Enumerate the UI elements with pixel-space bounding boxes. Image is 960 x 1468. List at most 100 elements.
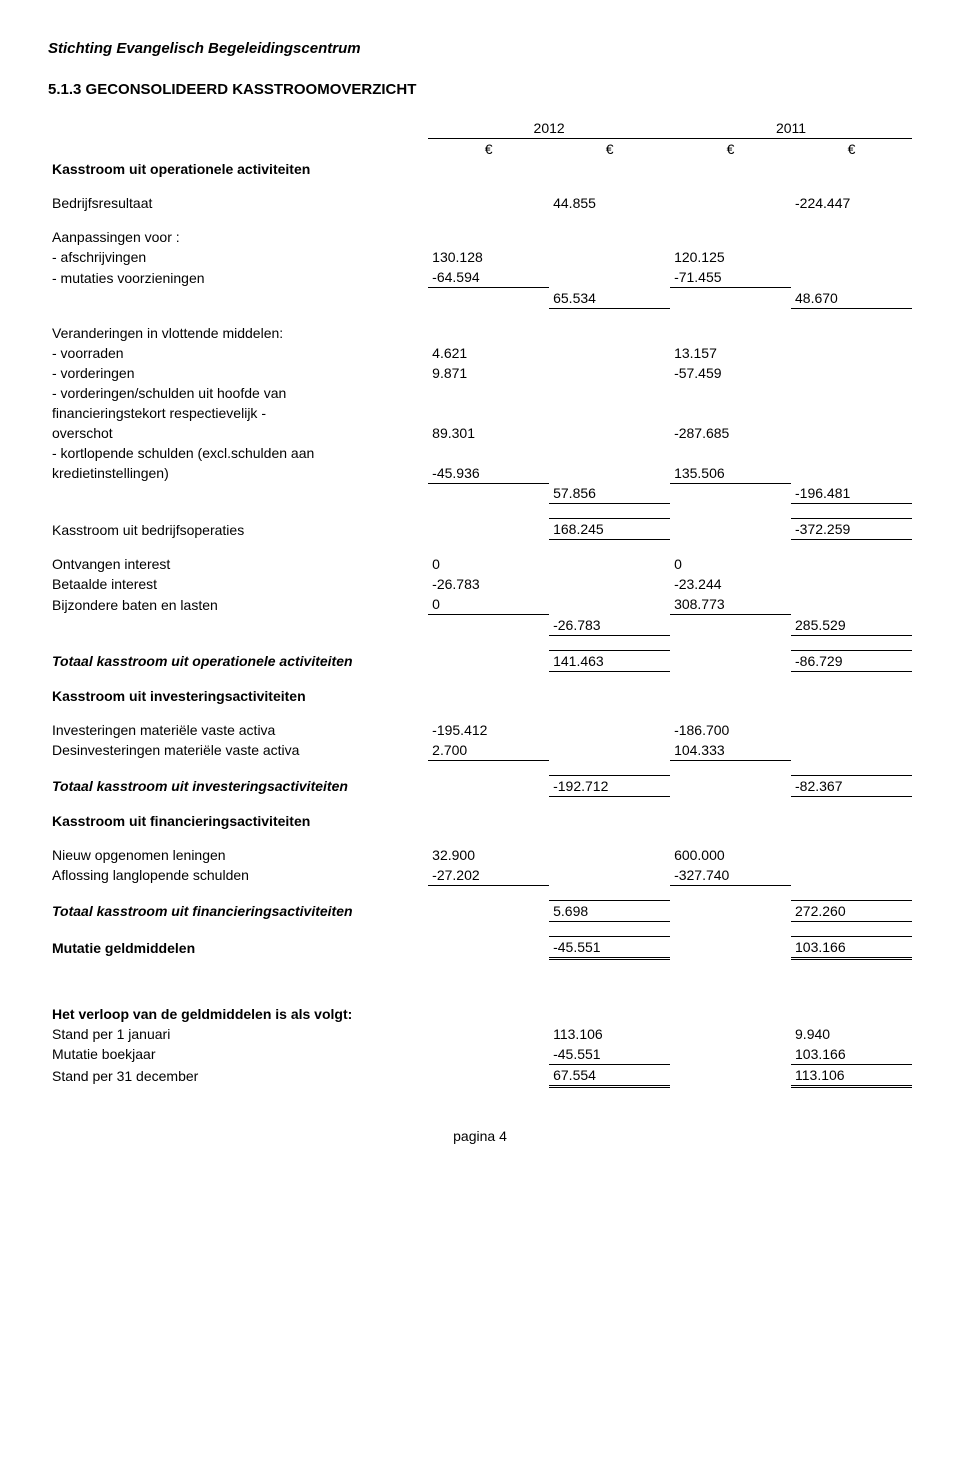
value: -86.729 (791, 650, 912, 671)
value: 130.128 (428, 247, 549, 267)
value: 89.301 (428, 423, 549, 443)
label: Stand per 1 januari (48, 1024, 428, 1044)
value: 285.529 (791, 615, 912, 636)
row-ontvangen-int: Ontvangen interest 0 0 (48, 554, 912, 574)
value: -192.712 (549, 775, 670, 796)
label: Kasstroom uit investeringsactiviteiten (48, 686, 428, 706)
value: 0 (670, 554, 791, 574)
label: Ontvangen interest (48, 554, 428, 574)
value: 135.506 (670, 463, 791, 484)
row-kortlopende-1: - kortlopende schulden (excl.schulden aa… (48, 443, 912, 463)
label: Investeringen materiële vaste activa (48, 720, 428, 740)
row-kasstroom-bedr: Kasstroom uit bedrijfsoperaties 168.245 … (48, 519, 912, 540)
row-kasstroom-op: Kasstroom uit operationele activiteiten (48, 159, 912, 179)
value: 65.534 (549, 288, 670, 309)
value: 168.245 (549, 519, 670, 540)
value: 120.125 (670, 247, 791, 267)
value: -82.367 (791, 775, 912, 796)
currency: € (670, 139, 791, 160)
value: -57.459 (670, 363, 791, 383)
row-vord-schulden-2: financieringstekort respectievelijk - (48, 403, 912, 423)
row-aflossing: Aflossing langlopende schulden -27.202 -… (48, 865, 912, 886)
currency: € (549, 139, 670, 160)
label: Mutatie boekjaar (48, 1044, 428, 1065)
label: overschot (48, 423, 428, 443)
value: 2.700 (428, 740, 549, 761)
label: - vorderingen (48, 363, 428, 383)
row-mutaties-voorz: - mutaties voorzieningen -64.594 -71.455 (48, 267, 912, 288)
row-tot-inv: Totaal kasstroom uit investeringsactivit… (48, 775, 912, 796)
value: 272.260 (791, 900, 912, 921)
label: Kasstroom uit financieringsactiviteiten (48, 811, 428, 831)
row-bedrijfsresultaat: Bedrijfsresultaat 44.855 -224.447 (48, 193, 912, 213)
value: 141.463 (549, 650, 670, 671)
value: 13.157 (670, 343, 791, 363)
label: - mutaties voorzieningen (48, 267, 428, 288)
row-overschot: overschot 89.301 -287.685 (48, 423, 912, 443)
label: Betaalde interest (48, 574, 428, 594)
value: 9.871 (428, 363, 549, 383)
row-verloop-hdr: Het verloop van de geldmiddelen is als v… (48, 1004, 912, 1024)
value: -372.259 (791, 519, 912, 540)
label: - kortlopende schulden (excl.schulden aa… (48, 443, 428, 463)
label: Aflossing langlopende schulden (48, 865, 428, 886)
currency-row: € € € € (48, 139, 912, 160)
label: - vorderingen/schulden uit hoofde van (48, 383, 428, 403)
row-kasstroom-inv: Kasstroom uit investeringsactiviteiten (48, 686, 912, 706)
label: kredietinstellingen) (48, 463, 428, 484)
value: -26.783 (428, 574, 549, 594)
value: 308.773 (670, 594, 791, 615)
row-stand-dec: Stand per 31 december 67.554 113.106 (48, 1064, 912, 1086)
value: 57.856 (549, 483, 670, 504)
row-kortlopende-2: kredietinstellingen) -45.936 135.506 (48, 463, 912, 484)
value: 44.855 (549, 193, 670, 213)
value: -45.936 (428, 463, 549, 484)
label: Nieuw opgenomen leningen (48, 845, 428, 865)
row-desinv-mva: Desinvesteringen materiële vaste activa … (48, 740, 912, 761)
row-mutatie-geld: Mutatie geldmiddelen -45.551 103.166 (48, 936, 912, 958)
label: Kasstroom uit bedrijfsoperaties (48, 519, 428, 540)
row-verand-sub: 57.856 -196.481 (48, 483, 912, 504)
row-stand-jan: Stand per 1 januari 113.106 9.940 (48, 1024, 912, 1044)
value: 104.333 (670, 740, 791, 761)
row-afschrijvingen: - afschrijvingen 130.128 120.125 (48, 247, 912, 267)
label: Totaal kasstroom uit operationele activi… (48, 650, 428, 671)
label: Desinvesteringen materiële vaste activa (48, 740, 428, 761)
value: 0 (428, 594, 549, 615)
row-inv-mva: Investeringen materiële vaste activa -19… (48, 720, 912, 740)
row-kasstroom-fin: Kasstroom uit financieringsactiviteiten (48, 811, 912, 831)
value: 4.621 (428, 343, 549, 363)
label: Het verloop van de geldmiddelen is als v… (48, 1004, 428, 1024)
value: -287.685 (670, 423, 791, 443)
value: -196.481 (791, 483, 912, 504)
value: 103.166 (791, 936, 912, 958)
value: -186.700 (670, 720, 791, 740)
org-header: Stichting Evangelisch Begeleidingscentru… (48, 40, 912, 57)
value: 103.166 (791, 1044, 912, 1065)
row-voorraden: - voorraden 4.621 13.157 (48, 343, 912, 363)
value: -27.202 (428, 865, 549, 886)
cashflow-table: 2012 2011 € € € € Kasstroom uit operatio… (48, 118, 912, 1088)
value: -23.244 (670, 574, 791, 594)
label: - voorraden (48, 343, 428, 363)
value: -45.551 (549, 936, 670, 958)
value: -71.455 (670, 267, 791, 288)
value: -64.594 (428, 267, 549, 288)
row-betaalde-int: Betaalde interest -26.783 -23.244 (48, 574, 912, 594)
value: 113.106 (549, 1024, 670, 1044)
year-header-row: 2012 2011 (48, 118, 912, 139)
row-bijzondere: Bijzondere baten en lasten 0 308.773 (48, 594, 912, 615)
label: Totaal kasstroom uit financieringsactivi… (48, 900, 428, 921)
label: Bedrijfsresultaat (48, 193, 428, 213)
year-2012: 2012 (428, 118, 670, 139)
value: 5.698 (549, 900, 670, 921)
currency: € (791, 139, 912, 160)
label: financieringstekort respectievelijk - (48, 403, 428, 423)
label: Bijzondere baten en lasten (48, 594, 428, 615)
value: -224.447 (791, 193, 912, 213)
row-int-sub: -26.783 285.529 (48, 615, 912, 636)
value: 48.670 (791, 288, 912, 309)
label: Aanpassingen voor : (48, 227, 428, 247)
row-vorderingen: - vorderingen 9.871 -57.459 (48, 363, 912, 383)
value: 67.554 (549, 1064, 670, 1086)
